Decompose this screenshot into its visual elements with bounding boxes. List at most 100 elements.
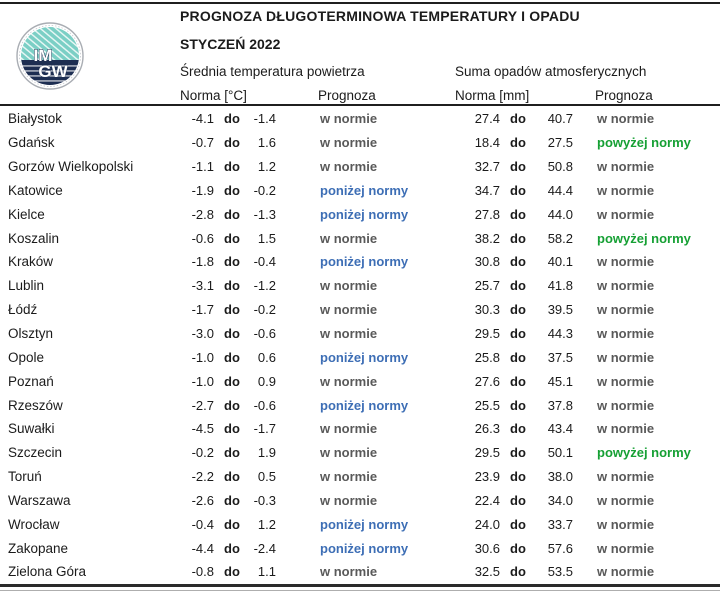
precip-prognoza-cell: powyżej normy [597, 135, 691, 151]
city-cell: Lublin [8, 278, 45, 294]
precip-range-separator: do [510, 492, 526, 508]
table-row: Szczecin -0.2 do 1.9 w normie 29.5 do 50… [0, 441, 720, 465]
precip-norm-low-cell: 27.6 [474, 373, 500, 389]
precip-range-separator: do [510, 278, 526, 294]
temp-range-separator: do [224, 397, 240, 413]
precip-norm-high-cell: 57.6 [547, 540, 573, 556]
city-cell: Olsztyn [8, 326, 54, 342]
temp-norm-high-cell: -0.3 [253, 492, 276, 508]
precip-range-separator: do [510, 230, 526, 246]
precip-prognoza-cell: w normie [597, 159, 655, 175]
precip-norm-low-cell: 25.5 [474, 397, 500, 413]
precip-norm-low-cell: 25.8 [474, 349, 500, 365]
temp-prognoza-cell: poniżej normy [320, 182, 409, 198]
temp-range-separator: do [224, 206, 240, 222]
precip-norm-high-cell: 27.5 [547, 135, 573, 151]
precip-prognoza-cell: w normie [597, 302, 655, 318]
precip-range-separator: do [510, 326, 526, 342]
temp-norm-high-cell: -0.4 [253, 254, 276, 270]
temp-norm-high-cell: -0.6 [253, 397, 276, 413]
precip-range-separator: do [510, 111, 526, 127]
precip-norm-low-cell: 24.0 [474, 516, 500, 532]
precip-prognoza-cell: w normie [597, 373, 655, 389]
precip-norm-low-cell: 26.3 [474, 421, 500, 437]
city-cell: Toruń [8, 469, 42, 485]
precip-norm-low-cell: 32.7 [474, 159, 500, 175]
temp-range-separator: do [224, 492, 240, 508]
city-cell: Gorzów Wielkopolski [8, 159, 134, 175]
bottom-divider [0, 584, 720, 587]
table-row: Olsztyn -3.0 do -0.6 w normie 29.5 do 44… [0, 322, 720, 346]
precip-norm-high-cell: 39.5 [547, 302, 573, 318]
temp-prognoza-cell: w normie [320, 421, 378, 437]
temp-norm-high-cell: 1.9 [257, 445, 276, 461]
temp-range-separator: do [224, 182, 240, 198]
precip-norm-low-cell: 29.5 [474, 326, 500, 342]
precip-norm-low-cell: 30.6 [474, 540, 500, 556]
precip-range-separator: do [510, 206, 526, 222]
precip-range-separator: do [510, 254, 526, 270]
temp-prognoza-cell: w normie [320, 373, 378, 389]
temp-prognoza-cell: w normie [320, 302, 378, 318]
temp-norm-low-cell: -1.7 [191, 302, 214, 318]
precip-norm-high-cell: 40.7 [547, 111, 573, 127]
city-cell: Zielona Góra [8, 564, 87, 580]
precip-norm-low-cell: 30.8 [474, 254, 500, 270]
temp-norm-low-cell: -2.6 [191, 492, 214, 508]
table-row: Kraków -1.8 do -0.4 poniżej normy 30.8 d… [0, 250, 720, 274]
temp-norm-high-cell: -1.7 [253, 421, 276, 437]
precip-prognoza-cell: w normie [597, 469, 655, 485]
precip-range-separator: do [510, 373, 526, 389]
table-row: Koszalin -0.6 do 1.5 w normie 38.2 do 58… [0, 226, 720, 250]
precip-prognoza-cell: w normie [597, 278, 655, 294]
temp-prognoza-cell: poniżej normy [320, 206, 409, 222]
city-cell: Gdańsk [8, 135, 55, 151]
bottom-divider-thin [0, 590, 720, 591]
precip-norm-low-cell: 34.7 [474, 182, 500, 198]
precip-norm-high-cell: 37.8 [547, 397, 573, 413]
temp-section-header: Średnia temperatura powietrza [180, 64, 365, 79]
city-cell: Łódź [8, 302, 38, 318]
temp-prognoza-cell: poniżej normy [320, 540, 409, 556]
temp-norm-low-cell: -0.8 [191, 564, 214, 580]
forecast-table: Białystok -4.1 do -1.4 w normie 27.4 do … [0, 107, 720, 584]
temp-norm-high-cell: 0.9 [257, 373, 276, 389]
table-row: Opole -1.0 do 0.6 poniżej normy 25.8 do … [0, 345, 720, 369]
temp-range-separator: do [224, 254, 240, 270]
temp-prognoza-cell: w normie [320, 159, 378, 175]
header-divider [0, 104, 720, 106]
temp-range-separator: do [224, 278, 240, 294]
precip-range-separator: do [510, 349, 526, 365]
precip-section-header: Suma opadów atmosferycznych [455, 64, 647, 79]
precip-norm-low-cell: 38.2 [474, 230, 500, 246]
temp-prognoza-cell: w normie [320, 278, 378, 294]
precip-norm-high-cell: 53.5 [547, 564, 573, 580]
precip-range-separator: do [510, 182, 526, 198]
city-cell: Zakopane [8, 540, 69, 556]
precip-prognoza-cell: w normie [597, 540, 655, 556]
table-row: Gorzów Wielkopolski -1.1 do 1.2 w normie… [0, 155, 720, 179]
temp-range-separator: do [224, 373, 240, 389]
temp-range-separator: do [224, 421, 240, 437]
temp-prognoza-cell: poniżej normy [320, 397, 409, 413]
city-cell: Koszalin [8, 230, 60, 246]
precip-norm-high-cell: 34.0 [547, 492, 573, 508]
precip-prognoza-cell: w normie [597, 564, 655, 580]
temp-prog-col-header: Prognoza [318, 88, 376, 103]
temp-norm-low-cell: -1.8 [191, 254, 214, 270]
city-cell: Suwałki [8, 421, 55, 437]
precip-prognoza-cell: powyżej normy [597, 230, 691, 246]
table-row: Zakopane -4.4 do -2.4 poniżej normy 30.6… [0, 536, 720, 560]
temp-prognoza-cell: poniżej normy [320, 516, 409, 532]
city-cell: Białystok [8, 111, 63, 127]
temp-prognoza-cell: poniżej normy [320, 349, 409, 365]
table-row: Gdańsk -0.7 do 1.6 w normie 18.4 do 27.5… [0, 131, 720, 155]
temp-norm-low-cell: -0.4 [191, 516, 214, 532]
table-row: Suwałki -4.5 do -1.7 w normie 26.3 do 43… [0, 417, 720, 441]
table-row: Warszawa -2.6 do -0.3 w normie 22.4 do 3… [0, 489, 720, 513]
precip-norm-high-cell: 44.4 [547, 182, 573, 198]
temp-range-separator: do [224, 469, 240, 485]
temp-range-separator: do [224, 159, 240, 175]
temp-norm-high-cell: -0.6 [253, 326, 276, 342]
temp-norm-high-cell: 0.6 [257, 349, 276, 365]
